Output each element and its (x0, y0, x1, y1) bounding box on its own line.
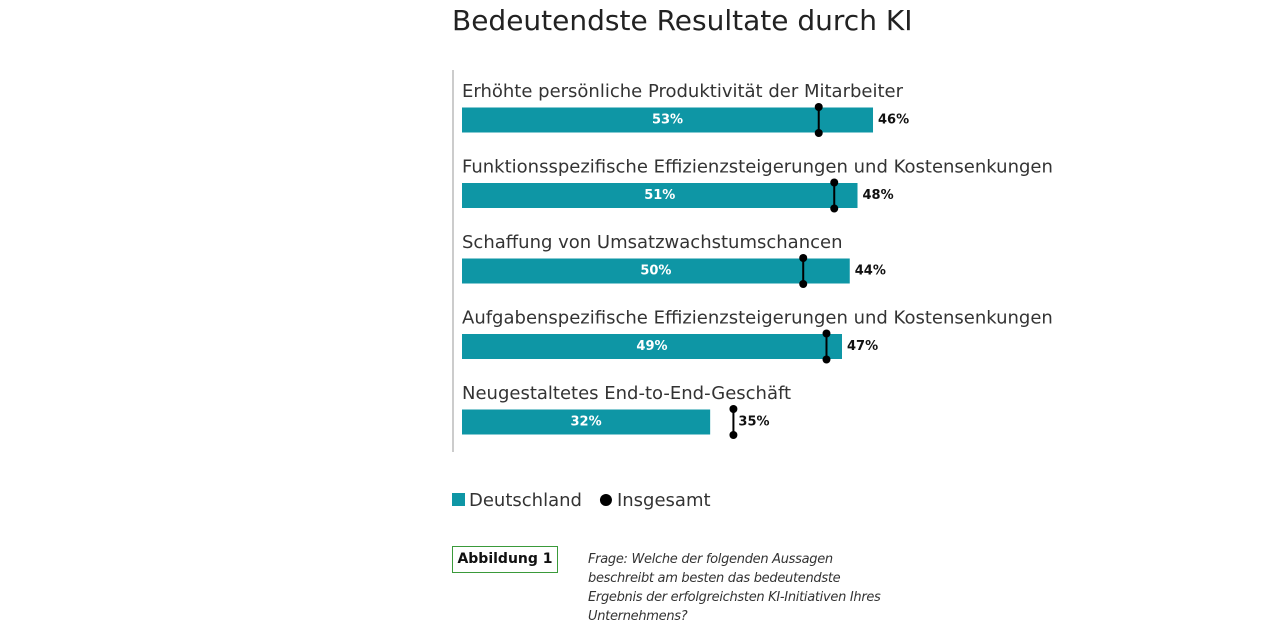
legend-label: Deutschland (469, 490, 582, 511)
bar-label: 32% (571, 415, 602, 430)
marker-part (729, 405, 738, 413)
legend-label: Insgesamt (617, 490, 711, 511)
marker-part (814, 129, 823, 137)
marker (822, 329, 831, 364)
category-label: Erhöhte persönliche Produktivität der Mi… (462, 81, 904, 102)
bar-label: 49% (636, 339, 667, 354)
marker-label: 46% (878, 113, 909, 128)
bar (462, 107, 874, 133)
marker-part (830, 204, 839, 213)
bar-label: 51% (644, 188, 675, 203)
marker (830, 178, 839, 213)
category-label: Aufgabenspezifische Effizienzsteigerunge… (462, 308, 1053, 329)
bar (462, 183, 858, 208)
marker-label: 35% (738, 415, 769, 430)
marker-label: 47% (847, 339, 878, 354)
bar (462, 334, 842, 359)
marker (729, 405, 738, 439)
marker-part (799, 280, 808, 288)
marker (814, 103, 823, 137)
category-label: Neugestaltetes End-to-End-Geschäft (462, 383, 791, 404)
bar (462, 258, 850, 284)
chart-title: Bedeutendste Resultate durch KI (452, 4, 912, 37)
marker-label: 44% (855, 264, 886, 279)
marker-part (822, 355, 831, 364)
bar-label: 50% (640, 264, 671, 279)
marker-part (830, 178, 839, 187)
marker-part (814, 103, 823, 111)
bar-label: 53% (652, 113, 683, 128)
marker-part (822, 329, 831, 338)
category-label: Schaffung von Umsatzwachstumschancen (462, 232, 842, 253)
figure-label: Abbildung 1 (452, 546, 558, 573)
category-label: Funktionsspezifische Effizienzsteigerung… (462, 157, 1053, 178)
chart: Bedeutendste Resultate durch KI Erhöhte … (452, 4, 1053, 511)
marker (799, 254, 808, 288)
marker-part (799, 254, 808, 262)
legend-swatch (599, 494, 612, 506)
bar (462, 409, 711, 435)
legend-swatch (452, 493, 465, 506)
marker-label: 48% (863, 188, 894, 203)
marker-part (729, 431, 738, 439)
